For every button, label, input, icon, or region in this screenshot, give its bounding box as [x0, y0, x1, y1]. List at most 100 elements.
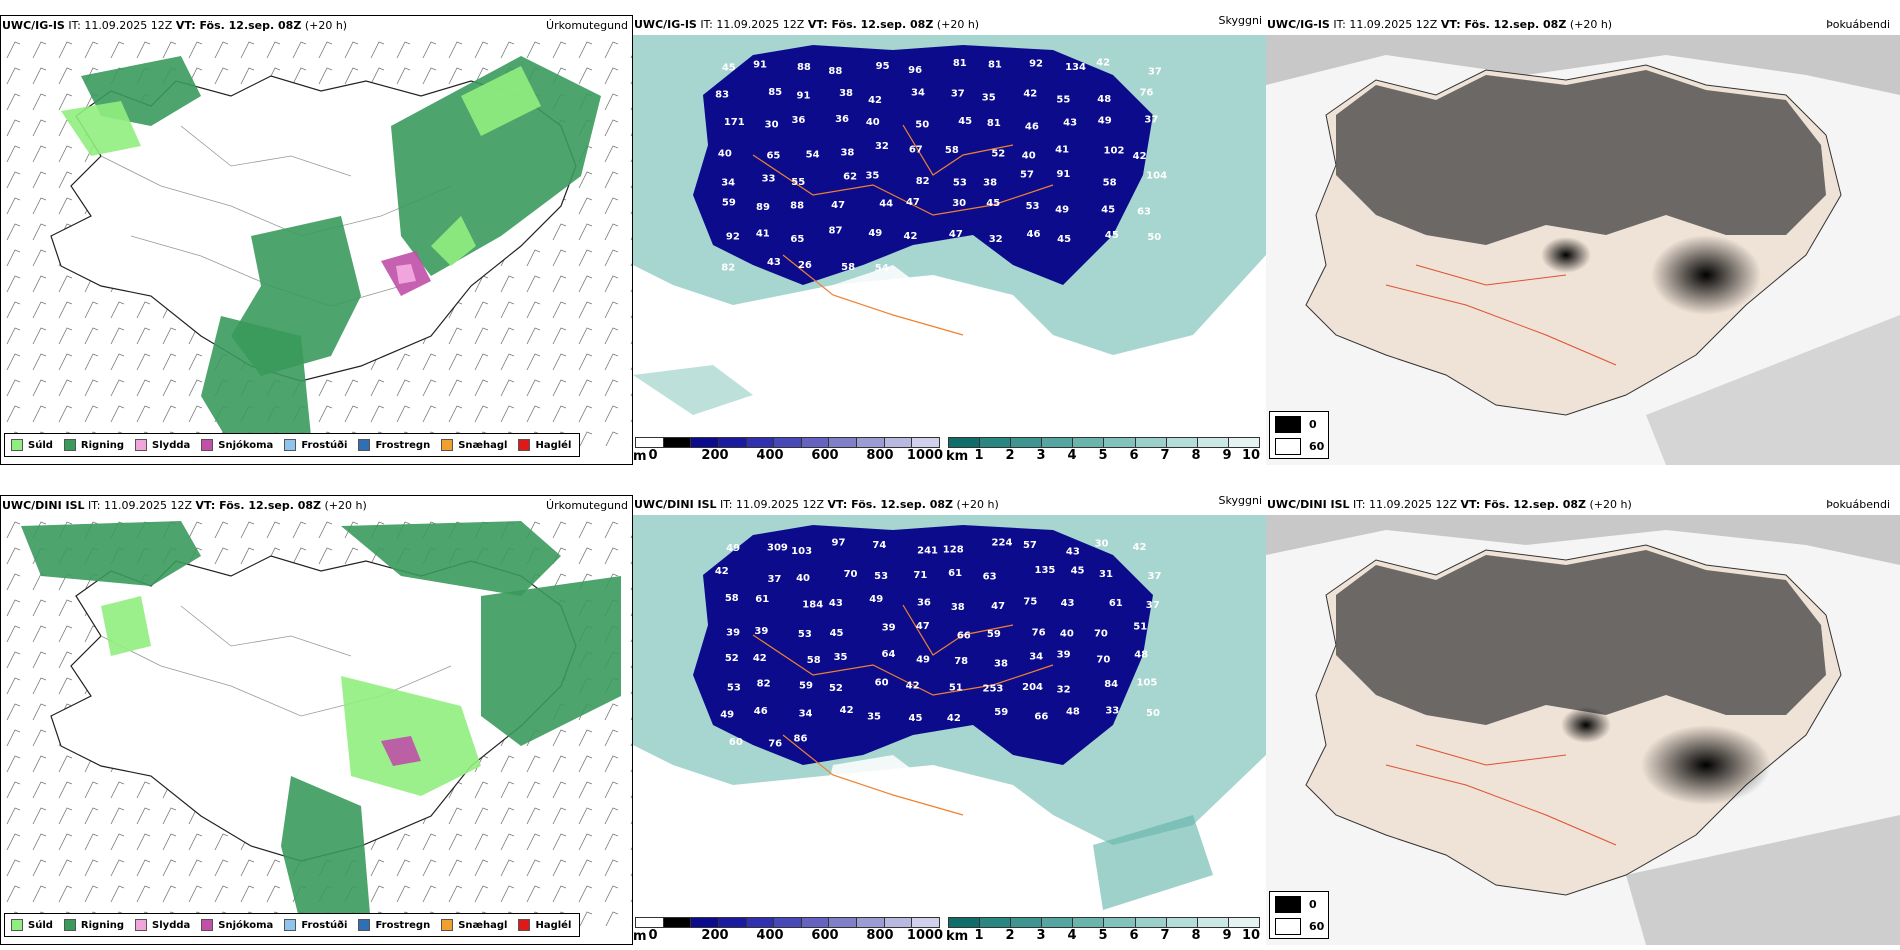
- visibility-value-label: 43: [1063, 117, 1077, 128]
- visibility-map: 45 91 88 88 95 96 81 81 92 134 42 37 83 85 91 38 42 34 37 3…: [633, 35, 1266, 430]
- visibility-value-label: 84: [1104, 679, 1118, 690]
- legend-item: Haglél: [518, 919, 571, 931]
- visibility-value-label: 88: [797, 62, 811, 73]
- visibility-value-label: 309: [767, 542, 788, 553]
- visibility-value-label: 241: [917, 546, 938, 557]
- visibility-value-label: 50: [1146, 708, 1160, 719]
- legend-item: Haglél: [518, 439, 571, 451]
- precip-legend: Súld Rigning Slydda Snjókoma Frostúði Fr…: [4, 433, 581, 457]
- colorbar-tick: 600: [811, 448, 839, 463]
- visibility-value-label: 40: [718, 149, 732, 160]
- model-name: UWC/IG-IS: [1267, 18, 1330, 31]
- colorbar-tick: 0: [648, 928, 658, 943]
- visibility-value-label: 104: [1146, 170, 1167, 181]
- visibility-value-label: 59: [987, 629, 1001, 640]
- visibility-value-label: 65: [766, 151, 780, 162]
- model-name: UWC/DINI ISL: [1267, 498, 1350, 511]
- visibility-value-label: 86: [793, 733, 807, 744]
- visibility-value-label: 39: [1057, 649, 1071, 660]
- visibility-value-label: 81: [953, 58, 967, 69]
- visibility-value-label: 58: [807, 655, 821, 666]
- visibility-value-label: 66: [1034, 712, 1048, 723]
- visibility-colorbar: km 1 2 3 4 5 6 7 8 9 10: [946, 437, 1260, 464]
- visibility-value-label: 42: [715, 566, 729, 577]
- visibility-value-label: 92: [726, 231, 740, 242]
- visibility-value-label: 53: [1026, 201, 1040, 212]
- colorbar-tick: 10: [1241, 928, 1261, 943]
- visibility-value-label: 66: [957, 630, 971, 641]
- legend-item: Súld: [11, 439, 53, 451]
- colorbar-tick: 7: [1160, 448, 1170, 463]
- visibility-value-label: 59: [799, 680, 813, 691]
- valid-time: VT: Fös. 12.sep. 08Z: [827, 498, 954, 511]
- visibility-value-label: 42: [840, 705, 854, 716]
- visibility-value-label: 76: [1139, 87, 1153, 98]
- visibility-value-label: 45: [958, 116, 972, 127]
- visibility-value-label: 49: [720, 709, 734, 720]
- visibility-value-label: 52: [829, 683, 843, 694]
- visibility-value-label: 55: [1056, 94, 1070, 105]
- valid-time: VT: Fös. 12.sep. 08Z: [175, 19, 302, 32]
- visibility-value-label: 38: [839, 88, 853, 99]
- colorbar-tick: 400: [756, 448, 784, 463]
- visibility-value-label: 48: [1097, 94, 1111, 105]
- legend-item: Súld: [11, 919, 53, 931]
- visibility-value-label: 40: [796, 573, 810, 584]
- visibility-value-label: 44: [879, 198, 893, 209]
- colorbar-unit: km: [946, 449, 969, 464]
- visibility-value-label: 42: [868, 95, 882, 106]
- visibility-value-label: 32: [1057, 684, 1071, 695]
- colorbar-swatches: [635, 917, 940, 928]
- visibility-value-label: 82: [757, 678, 771, 689]
- visibility-value-label: 36: [835, 114, 849, 125]
- visibility-value-label: 36: [917, 597, 931, 608]
- visibility-value-label: 87: [828, 226, 842, 237]
- visibility-value-label: 60: [875, 678, 889, 689]
- colorbar-tick: 2: [1005, 928, 1015, 943]
- parameter-name: Úrkomutegund: [546, 19, 628, 32]
- visibility-value-label: 45: [1105, 230, 1119, 241]
- init-time: IT: 11.09.2025 12Z: [88, 499, 193, 512]
- visibility-value-label: 49: [1055, 205, 1069, 216]
- visibility-value-label: 31: [1099, 569, 1113, 580]
- visibility-value-label: 49: [869, 594, 883, 605]
- visibility-value-label: 65: [790, 234, 804, 245]
- lead-time: (+20 h): [936, 18, 980, 31]
- visibility-value-label: 37: [951, 88, 965, 99]
- colorbar-tick: 6: [1129, 448, 1139, 463]
- low-cloud-area: [693, 525, 1153, 765]
- road-network: [752, 604, 1054, 816]
- visibility-value-label: 70: [1096, 655, 1110, 666]
- visibility-map: 49 309 103 97 74 241 128 224 57 43 30 42 42 37 40 70 53 7…: [633, 515, 1266, 910]
- visibility-value-label: 42: [1133, 151, 1147, 162]
- valid-time: VT: Fös. 12.sep. 08Z: [807, 18, 934, 31]
- visibility-value-label: 91: [1056, 169, 1070, 180]
- visibility-value-label: 134: [1065, 62, 1086, 73]
- visibility-value-label: 42: [1096, 58, 1110, 69]
- visibility-value-label: 30: [765, 120, 779, 131]
- rain-area: [431, 216, 476, 266]
- visibility-value-label: 53: [727, 682, 741, 693]
- lead-time: (+20 h): [304, 19, 348, 32]
- lead-time: (+20 h): [324, 499, 367, 512]
- rain-area: [391, 56, 601, 276]
- init-time: IT: 11.09.2025 12Z: [720, 498, 825, 511]
- visibility-value-label: 42: [1133, 542, 1147, 553]
- colorbar-tick: 9: [1222, 928, 1232, 943]
- visibility-value-label: 52: [725, 653, 739, 664]
- visibility-value-label: 43: [767, 257, 781, 268]
- panel-header: UWC/DINI ISL IT: 11.09.2025 12Z VT: Fös.…: [1, 496, 632, 516]
- colorbar-tick: 4: [1067, 448, 1077, 463]
- legend-item: Rigning: [63, 919, 124, 931]
- colorbar-tick: 200: [701, 928, 729, 943]
- visibility-value-label: 204: [1022, 682, 1043, 693]
- colorbar-tick: 400: [756, 928, 784, 943]
- visibility-value-label: 85: [768, 87, 782, 98]
- colorbar-tick: 3: [1036, 448, 1046, 463]
- visibility-value-label: 59: [994, 707, 1008, 718]
- rain-area: [201, 316, 311, 446]
- visibility-value-label: 70: [844, 569, 858, 580]
- visibility-value-label: 91: [753, 59, 767, 70]
- fog-legend: 0 60: [1269, 411, 1329, 459]
- visibility-value-label: 32: [989, 234, 1003, 245]
